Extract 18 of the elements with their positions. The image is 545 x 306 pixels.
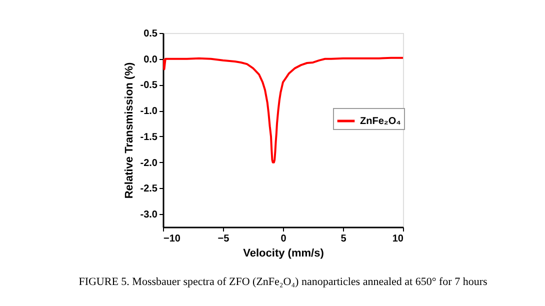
line-series <box>163 56 403 164</box>
x-tick-label: −5 <box>218 234 230 244</box>
y-tick-label: -1.5 <box>140 132 158 143</box>
x-tick-label: −10 <box>164 234 181 244</box>
y-tick-label: -2.0 <box>140 158 158 169</box>
x-tick-label: 5 <box>340 234 347 244</box>
y-axis-title: Relative Transmission (%) <box>123 62 136 199</box>
y-tick-label: -0.5 <box>140 80 158 92</box>
y-tick-label: -2.5 <box>140 184 158 195</box>
legend-label: ZnFe₂O₄ <box>360 116 402 127</box>
x-tick-label: 0 <box>280 234 287 244</box>
caption: FIGURE 5. Mossbauer spectra of ZFO (ZnFe₂O₄) nanoparticles annealed at 650° for 7 hours <box>78 276 488 288</box>
x-tick-label: 10 <box>392 234 404 244</box>
y-tick-label: -1.0 <box>140 106 158 118</box>
y-tick-label: -3.0 <box>140 210 158 221</box>
y-tick-label: 0.0 <box>144 54 158 66</box>
y-tick-label: 0.5 <box>144 28 158 40</box>
x-axis-title: Velocity (mm/s) <box>243 248 324 260</box>
